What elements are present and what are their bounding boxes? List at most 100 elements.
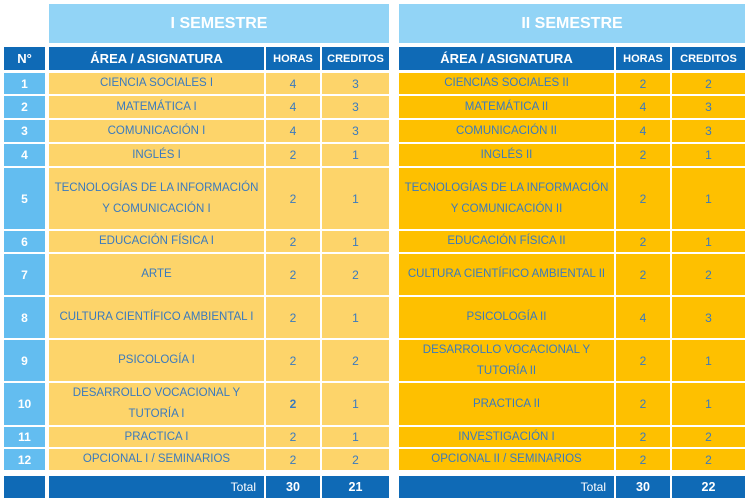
subject-credits: 1 xyxy=(322,427,389,447)
subject-name: EDUCACIÓN FÍSICA II xyxy=(399,231,614,252)
subject-hours: 4 xyxy=(616,297,670,338)
subject-name: PSICOLOGÍA I xyxy=(49,340,264,381)
total-credits: 21 xyxy=(322,476,389,498)
subject-hours: 4 xyxy=(616,96,670,118)
subject-name: OPCIONAL II / SEMINARIOS xyxy=(399,449,614,470)
subject-hours: 2 xyxy=(616,340,670,381)
subject-hours: 2 xyxy=(266,144,320,166)
subject-name: CIENCIAS SOCIALES II xyxy=(399,73,614,94)
subject-credits: 1 xyxy=(672,340,745,381)
subject-hours: 4 xyxy=(266,96,320,118)
subject-name: DESARROLLO VOCACIONAL Y TUTORÍA I xyxy=(49,383,264,425)
area-header: ÁREA / ASIGNATURA xyxy=(399,47,614,70)
subject-name: EDUCACIÓN FÍSICA I xyxy=(49,231,264,252)
subject-name: DESARROLLO VOCACIONAL Y TUTORÍA II xyxy=(399,340,614,381)
subject-name: PSICOLOGÍA II xyxy=(399,297,614,338)
subject-hours: 4 xyxy=(266,73,320,94)
subject-credits: 1 xyxy=(672,144,745,166)
subject-name: MATEMÁTICA II xyxy=(399,96,614,118)
subject-credits: 1 xyxy=(672,383,745,425)
subject-name: CIENCIA SOCIALES I xyxy=(49,73,264,94)
subject-hours: 2 xyxy=(616,168,670,229)
subject-name: CULTURA CIENTÍFICO AMBIENTAL I xyxy=(49,297,264,338)
row-number: 7 xyxy=(4,254,45,295)
subject-hours: 2 xyxy=(616,144,670,166)
subject-name: TECNOLOGÍAS DE LA INFORMACIÓN Y COMUNICA… xyxy=(49,168,264,229)
subject-credits: 2 xyxy=(672,427,745,447)
subject-name: ARTE xyxy=(49,254,264,295)
subject-credits: 1 xyxy=(672,168,745,229)
row-number: 5 xyxy=(4,168,45,229)
subject-hours: 4 xyxy=(266,120,320,142)
row-number: 11 xyxy=(4,427,45,447)
subject-name: OPCIONAL I / SEMINARIOS xyxy=(49,449,264,470)
subject-hours: 2 xyxy=(616,231,670,252)
subject-name: CULTURA CIENTÍFICO AMBIENTAL II xyxy=(399,254,614,295)
subject-name: PRACTICA I xyxy=(49,427,264,447)
subject-credits: 2 xyxy=(672,449,745,470)
subject-name: TECNOLOGÍAS DE LA INFORMACIÓN Y COMUNICA… xyxy=(399,168,614,229)
subject-hours: 2 xyxy=(616,427,670,447)
subject-credits: 1 xyxy=(322,297,389,338)
subject-credits: 2 xyxy=(672,254,745,295)
subject-hours: 2 xyxy=(616,383,670,425)
subject-credits: 2 xyxy=(322,340,389,381)
subject-hours: 2 xyxy=(266,231,320,252)
subject-hours: 2 xyxy=(266,383,320,425)
subject-name: INVESTIGACIÓN I xyxy=(399,427,614,447)
total-hours: 30 xyxy=(616,476,670,498)
subject-credits: 3 xyxy=(322,96,389,118)
subject-credits: 2 xyxy=(672,73,745,94)
semester-title: I SEMESTRE xyxy=(49,4,389,43)
hours-header: HORAS xyxy=(616,47,670,70)
subject-credits: 1 xyxy=(322,168,389,229)
row-number: 3 xyxy=(4,120,45,142)
row-number: 8 xyxy=(4,297,45,338)
subject-hours: 2 xyxy=(266,340,320,381)
total-label: Total xyxy=(399,476,614,498)
subject-hours: 2 xyxy=(616,73,670,94)
subject-name: PRACTICA II xyxy=(399,383,614,425)
row-number: 2 xyxy=(4,96,45,118)
subject-credits: 3 xyxy=(672,297,745,338)
subject-hours: 2 xyxy=(266,297,320,338)
subject-credits: 2 xyxy=(322,254,389,295)
subject-credits: 1 xyxy=(322,144,389,166)
subject-name: COMUNICACIÓN I xyxy=(49,120,264,142)
row-number: 10 xyxy=(4,383,45,425)
hours-header: HORAS xyxy=(266,47,320,70)
subject-hours: 2 xyxy=(616,254,670,295)
subject-hours: 2 xyxy=(266,168,320,229)
number-header: N° xyxy=(4,47,45,70)
subject-credits: 3 xyxy=(672,96,745,118)
subject-hours: 2 xyxy=(266,254,320,295)
total-label: Total xyxy=(49,476,264,498)
subject-hours: 2 xyxy=(616,449,670,470)
subject-credits: 2 xyxy=(322,449,389,470)
subject-name: MATEMÁTICA I xyxy=(49,96,264,118)
row-number: 12 xyxy=(4,449,45,470)
semester-title: II SEMESTRE xyxy=(399,4,745,43)
row-number: 9 xyxy=(4,340,45,381)
subject-credits: 1 xyxy=(322,383,389,425)
area-header: ÁREA / ASIGNATURA xyxy=(49,47,264,70)
subject-hours: 2 xyxy=(266,449,320,470)
subject-credits: 3 xyxy=(322,73,389,94)
subject-name: INGLÉS I xyxy=(49,144,264,166)
subject-credits: 3 xyxy=(672,120,745,142)
subject-name: COMUNICACIÓN II xyxy=(399,120,614,142)
row-number: 4 xyxy=(4,144,45,166)
total-hours: 30 xyxy=(266,476,320,498)
subject-credits: 1 xyxy=(672,231,745,252)
total-credits: 22 xyxy=(672,476,745,498)
total-number-cell xyxy=(4,476,45,498)
credits-header: CREDITOS xyxy=(322,47,389,70)
subject-hours: 4 xyxy=(616,120,670,142)
row-number: 1 xyxy=(4,73,45,94)
subject-credits: 1 xyxy=(322,231,389,252)
subject-hours: 2 xyxy=(266,427,320,447)
subject-credits: 3 xyxy=(322,120,389,142)
row-number: 6 xyxy=(4,231,45,252)
subject-name: INGLÉS II xyxy=(399,144,614,166)
credits-header: CREDITOS xyxy=(672,47,745,70)
